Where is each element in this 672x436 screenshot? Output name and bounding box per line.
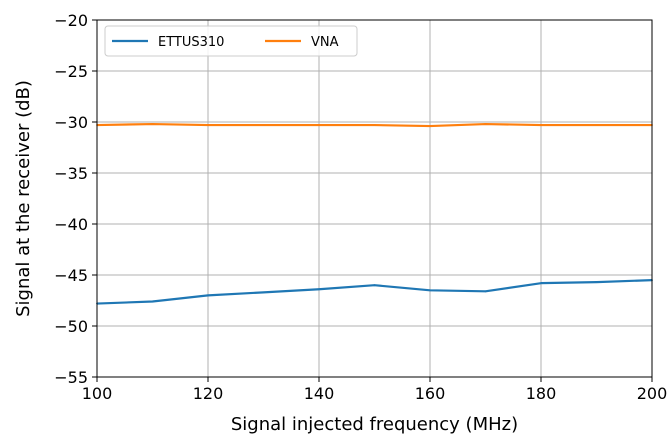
data-point: [373, 284, 376, 287]
data-point: [540, 124, 542, 126]
data-point: [373, 124, 376, 126]
y-tick-label: −45: [54, 266, 88, 285]
data-point: [151, 300, 154, 303]
y-tick-label: −50: [54, 317, 88, 336]
y-tick-label: −30: [54, 113, 88, 132]
plot-frame: [96, 19, 653, 378]
x-tick-label: 180: [526, 384, 557, 403]
x-tick-label: 100: [82, 384, 113, 403]
data-point: [262, 291, 265, 294]
data-point: [429, 125, 431, 127]
data-point: [484, 290, 487, 293]
y-tick-label: −35: [54, 164, 88, 183]
data-point: [318, 288, 320, 291]
x-tick-label: 160: [415, 384, 446, 403]
x-axis-label: Signal injected frequency (MHz): [231, 414, 518, 435]
y-tick-label: −20: [54, 11, 88, 30]
data-point: [207, 294, 209, 297]
data-point: [540, 282, 542, 285]
y-tick-label: −40: [54, 215, 88, 234]
x-tick-label: 140: [304, 384, 335, 403]
data-point: [207, 124, 209, 126]
data-point: [318, 124, 320, 126]
data-point: [595, 124, 598, 126]
legend-box: [104, 25, 358, 57]
y-axis: −55 −50 −45 −40 −35 −30 −25 −20: [54, 11, 97, 387]
data-point: [595, 281, 598, 284]
y-axis-label: Signal at the receiver (dB): [13, 80, 34, 317]
data-point: [262, 124, 265, 126]
series-vna: [96, 122, 653, 128]
series-layer: [96, 122, 653, 305]
x-tick-label: 120: [193, 384, 224, 403]
x-tick-label: 200: [637, 384, 668, 403]
data-point: [151, 123, 154, 125]
legend-label: VNA: [311, 35, 339, 50]
x-axis: 100 120 140 160 180 200: [82, 377, 668, 403]
legend: ETTUS310 VNA: [104, 25, 358, 57]
data-point: [429, 289, 431, 292]
y-tick-label: −55: [54, 368, 88, 387]
y-tick-label: −25: [54, 62, 88, 81]
series-ettus310: [96, 279, 653, 305]
data-point: [484, 123, 487, 125]
legend-label: ETTUS310: [158, 35, 224, 50]
